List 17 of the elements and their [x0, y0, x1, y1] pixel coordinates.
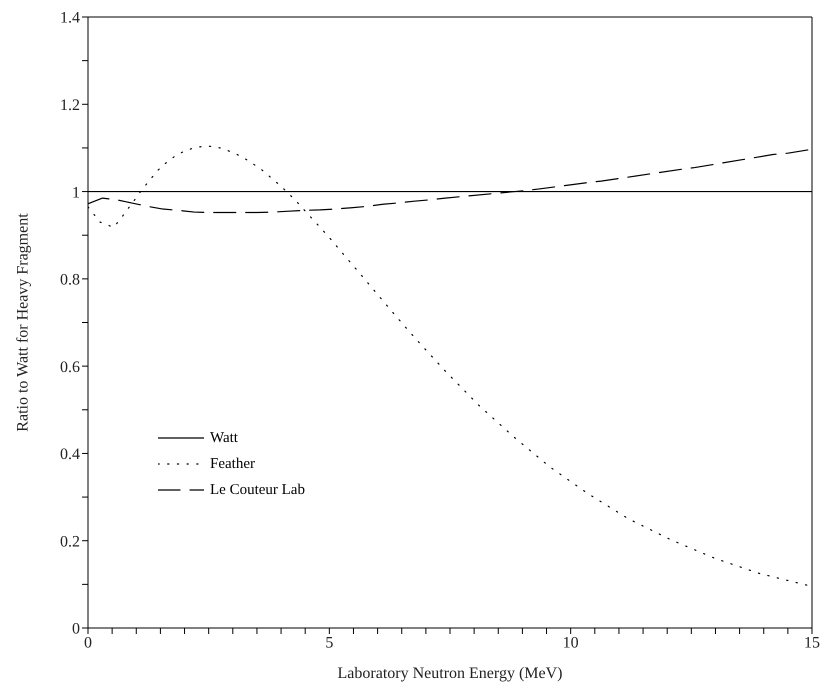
legend-label: Watt: [210, 430, 238, 446]
y-axis-title: Ratio to Watt for Heavy Fragment: [14, 212, 32, 432]
y-tick-label: 1: [72, 184, 80, 202]
y-tick-label: 0: [72, 620, 80, 638]
y-tick-label: 1.2: [60, 96, 80, 114]
y-tick-label: 0.8: [60, 272, 80, 289]
y-tick-label: 1.4: [60, 10, 80, 27]
x-axis-title: Laboratory Neutron Energy (MeV): [338, 665, 562, 682]
y-tick-label: 0.4: [60, 446, 80, 464]
x-tick-label: 0: [84, 634, 92, 652]
y-tick-label: 0.2: [60, 533, 80, 550]
legend-label: Le Couteur Lab: [210, 482, 305, 498]
x-tick-label: 15: [804, 634, 820, 652]
y-tick-label: 0.6: [60, 358, 80, 376]
x-tick-label: 10: [562, 634, 579, 652]
legend-label: Feather: [210, 456, 255, 472]
x-tick-label: 5: [325, 634, 334, 652]
